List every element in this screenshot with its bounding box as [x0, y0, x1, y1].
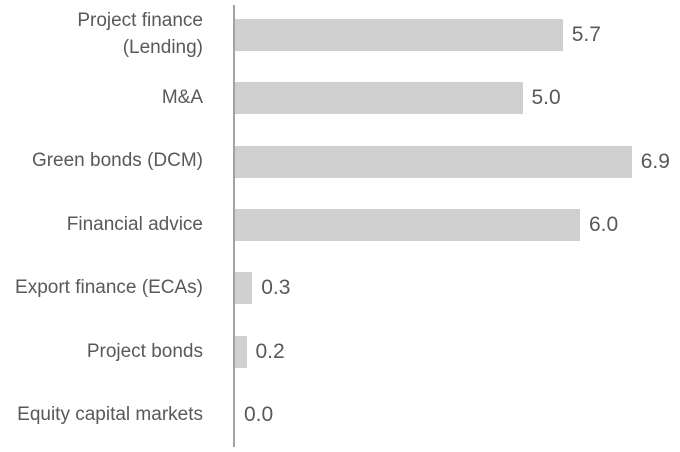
value-label: 0.3	[261, 276, 291, 300]
bar-area: 0.0	[235, 399, 680, 431]
bar	[235, 82, 523, 115]
bar-area: 5.7	[235, 18, 680, 51]
bar-area: 6.0	[235, 208, 680, 241]
chart-plot-area: Project finance (Lending) 5.7 M&A 5.0 Green …	[0, 3, 680, 447]
value-label: 0.2	[255, 339, 285, 363]
bar-area: 0.3	[235, 272, 680, 305]
y-axis-line	[233, 5, 235, 447]
value-label: 6.9	[640, 149, 670, 173]
bar-row: Project bonds 0.2	[0, 320, 680, 383]
bar-row: M&A 5.0	[0, 66, 680, 129]
bar	[235, 18, 563, 51]
bar-row: Financial advice 6.0	[0, 193, 680, 256]
bar-area: 6.9	[235, 145, 680, 178]
bar-row: Export finance (ECAs) 0.3	[0, 257, 680, 320]
bar	[235, 145, 632, 178]
bar-row: Project finance (Lending) 5.7	[0, 3, 680, 66]
category-label: Financial advice	[66, 213, 203, 235]
bar	[235, 335, 247, 368]
value-label: 5.0	[531, 86, 561, 110]
bar-row: Equity capital markets 0.0	[0, 384, 680, 447]
bar-row: Green bonds (DCM) 6.9	[0, 130, 680, 193]
value-label: 6.0	[589, 212, 619, 236]
category-label: Project bonds	[86, 340, 203, 362]
value-label: 5.7	[571, 22, 601, 46]
bar-area: 5.0	[235, 82, 680, 115]
category-label: M&A	[161, 87, 203, 109]
value-label: 0.0	[244, 403, 274, 427]
bar	[235, 272, 253, 305]
category-label: Equity capital markets	[17, 404, 203, 426]
bar-area: 0.2	[235, 335, 680, 368]
category-label: Project finance (Lending)	[77, 10, 203, 58]
category-label: Export finance (ECAs)	[15, 277, 203, 299]
bar	[235, 208, 580, 241]
category-label: Green bonds (DCM)	[31, 150, 203, 172]
